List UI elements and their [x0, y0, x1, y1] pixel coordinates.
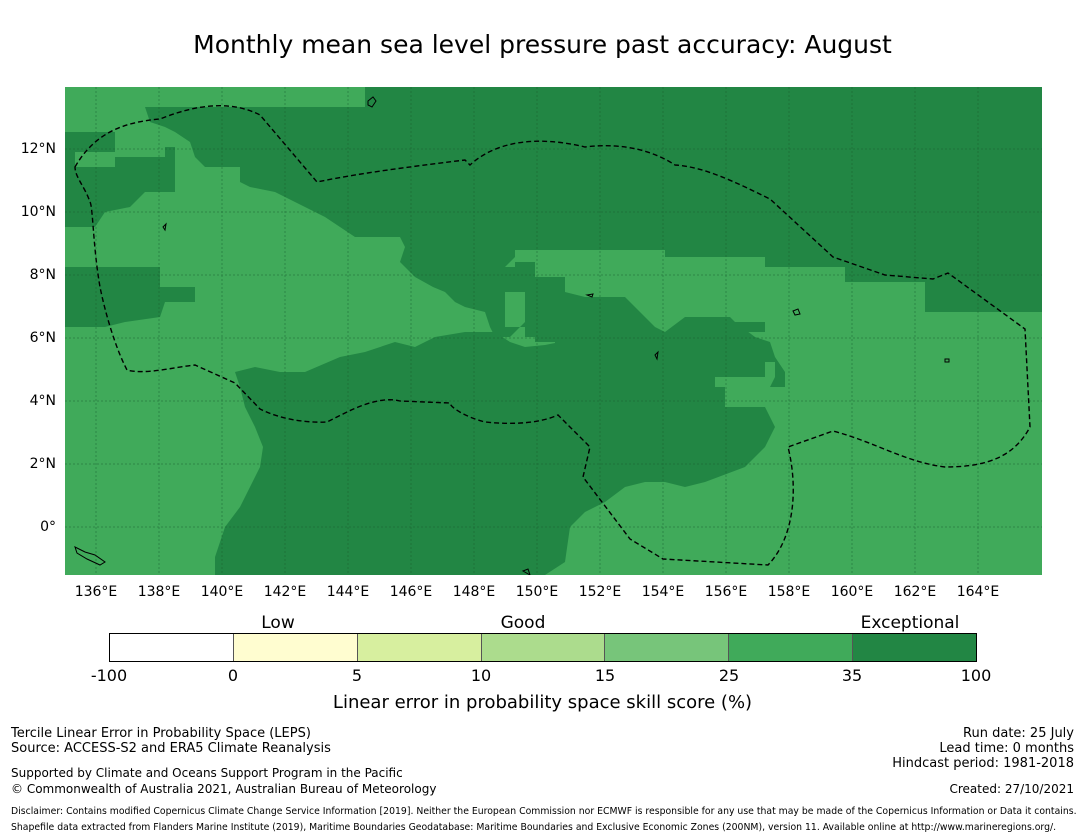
lon-label: 146°E	[389, 584, 433, 600]
hindcast-period: Hindcast period: 1981-2018	[892, 756, 1074, 771]
legend-category-low: Low	[261, 613, 295, 633]
disclaimer-text: Disclaimer: Contains modified Copernicus…	[11, 806, 1077, 817]
lon-label: 160°E	[830, 584, 874, 600]
shapefile-text: Shapefile data extracted from Flanders M…	[11, 822, 1057, 833]
exceptional-skill-regions	[65, 87, 1042, 575]
eez-boundaries	[74, 105, 1031, 566]
lon-label: 138°E	[137, 584, 181, 600]
lat-label: 8°N	[29, 267, 56, 283]
lon-label: 156°E	[704, 584, 748, 600]
colorbar-tick: 15	[594, 666, 616, 685]
colorbar-segment	[110, 634, 234, 661]
lon-label: 148°E	[452, 584, 496, 600]
legend-category-exceptional: Exceptional	[860, 613, 960, 633]
colorbar-segment	[605, 634, 730, 661]
lon-label: 136°E	[74, 584, 118, 600]
copyright-text: © Commonwealth of Australia 2021, Austra…	[11, 782, 437, 796]
source-text: Source: ACCESS-S2 and ERA5 Climate Reana…	[11, 741, 331, 756]
lon-label: 140°E	[200, 584, 244, 600]
lead-time: Lead time: 0 months	[939, 741, 1074, 756]
colorbar	[109, 633, 977, 662]
colorbar-segment	[357, 634, 482, 661]
colorbar-segment	[481, 634, 606, 661]
colorbar-tick: 100	[960, 666, 992, 685]
colorbar-segment	[729, 634, 854, 661]
run-date: Run date: 25 July	[963, 726, 1074, 741]
map-canvas	[65, 87, 1042, 575]
lon-label: 162°E	[893, 584, 937, 600]
colorbar-tick: 25	[718, 666, 740, 685]
islands	[74, 96, 950, 575]
lon-label: 154°E	[641, 584, 685, 600]
colorbar-tick: -100	[90, 666, 128, 685]
lon-label: 144°E	[326, 584, 370, 600]
map-title: Monthly mean sea level pressure past acc…	[193, 30, 892, 59]
lon-label: 158°E	[767, 584, 811, 600]
colorbar-segment	[233, 634, 358, 661]
created-date: Created: 27/10/2021	[949, 782, 1074, 796]
gridlines	[65, 87, 1042, 575]
lon-label: 152°E	[578, 584, 622, 600]
lat-label: 2°N	[29, 456, 56, 472]
skill-score-map	[65, 87, 1042, 575]
lat-label: 12°N	[20, 141, 56, 157]
colorbar-tick: 35	[841, 666, 863, 685]
lat-label: 4°N	[29, 393, 56, 409]
lat-label: 0°	[40, 519, 56, 535]
colorbar-tick: 10	[470, 666, 492, 685]
lon-label: 142°E	[263, 584, 307, 600]
method-text: Tercile Linear Error in Probability Spac…	[11, 726, 311, 741]
colorbar-segment	[853, 634, 977, 661]
supported-text: Supported by Climate and Oceans Support …	[11, 766, 403, 780]
colorbar-tick: 0	[227, 666, 239, 685]
lat-label: 6°N	[29, 330, 56, 346]
lat-label: 10°N	[20, 204, 56, 220]
legend-category-good: Good	[500, 613, 546, 633]
colorbar-axis-label: Linear error in probability space skill …	[332, 692, 753, 713]
colorbar-tick: 5	[351, 666, 363, 685]
lon-label: 164°E	[956, 584, 1000, 600]
lon-label: 150°E	[515, 584, 559, 600]
